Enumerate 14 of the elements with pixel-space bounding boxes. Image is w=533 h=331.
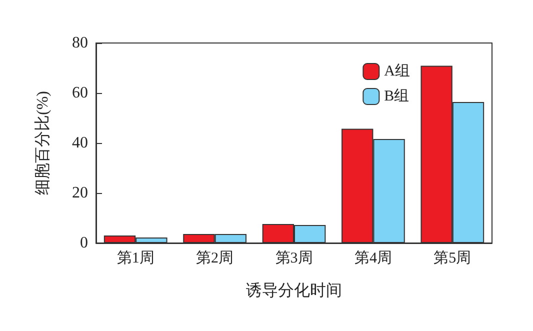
x-tick-label: 第5周 bbox=[434, 250, 472, 266]
x-tick-label: 第1周 bbox=[116, 250, 154, 266]
y-tick-label: 20 bbox=[72, 184, 88, 202]
y-tick-label: 60 bbox=[72, 84, 88, 102]
x-tick-label: 第4周 bbox=[354, 250, 392, 266]
y-tick-label: 80 bbox=[72, 34, 88, 52]
x-tick-label: 第2周 bbox=[196, 250, 234, 266]
legend-label: A组 bbox=[384, 62, 410, 80]
y-axis-title: 细胞百分比(%) bbox=[34, 91, 52, 195]
y-tick-label: 40 bbox=[72, 134, 88, 152]
y-tick-label: 0 bbox=[80, 234, 88, 252]
x-tick-label: 第3周 bbox=[275, 250, 313, 266]
legend-label: B组 bbox=[384, 88, 410, 104]
x-axis-title: 诱导分化时间 bbox=[246, 282, 342, 300]
